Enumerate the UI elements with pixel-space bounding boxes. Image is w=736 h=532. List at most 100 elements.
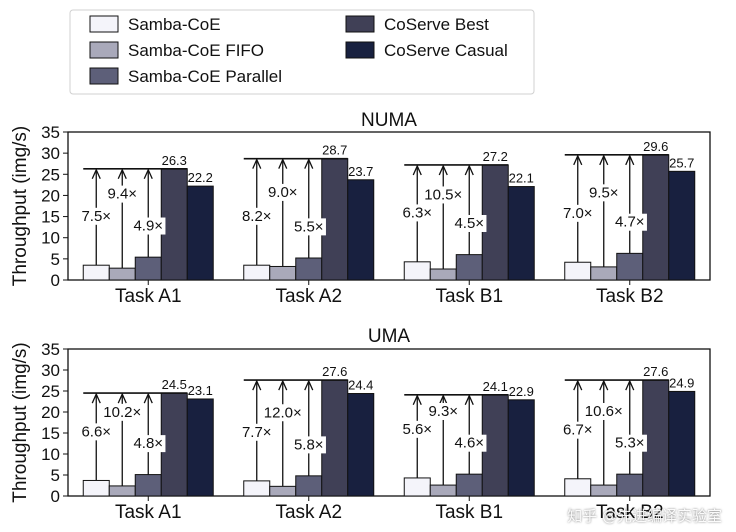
speedup-arrowhead [304,379,314,391]
legend-label: Samba-CoE Parallel [128,67,282,86]
legend-label: CoServe Best [384,15,489,34]
speedup-label-bg [586,184,621,202]
speedup-arrowhead [252,158,262,169]
speedup-label: 9.0× [268,184,298,201]
speedup-label-bg [612,434,647,452]
speedup-arrowhead [412,394,422,406]
y-tick-label: 30 [41,361,60,380]
bar [295,475,323,497]
speedup-arrowhead [143,392,153,404]
speedup-label: 5.6× [402,421,432,438]
speedup-arrowhead [438,164,448,176]
speedup-label: 6.7× [563,422,593,439]
speedup-label-bg [291,436,326,454]
bar [82,479,110,497]
speedup-label-bg [105,185,140,203]
y-tick-label: 35 [41,340,60,359]
speedup-label-bg [452,214,487,232]
speedup-arrowhead [464,394,474,406]
speedup-arrowhead [278,379,288,391]
bar [269,265,297,281]
speedup-arrowhead [625,154,635,166]
speedup-label: 6.3× [402,204,432,221]
speedup-label-bg [560,421,595,439]
watermark-text: 知乎 @先进编译实验室 [567,507,722,525]
bar [429,484,457,497]
speedup-label: 4.7× [615,214,645,231]
bar [564,261,592,281]
bar [347,393,375,497]
bar [429,268,457,281]
bar [507,399,535,497]
speedup-label: 7.0× [563,205,593,222]
legend-frame [69,9,535,95]
bar [160,168,188,281]
bar [243,264,271,281]
speedup-arrowhead [252,379,262,391]
speedup-label-bg [426,402,461,420]
bar [269,485,297,497]
data-label: 26.3 [162,153,187,168]
legend-swatch [345,41,375,59]
speedup-arrowhead [117,168,127,180]
x-tick-label: Task B2 [596,286,664,307]
x-tick-label: Task B2 [596,502,664,523]
y-axis-label: Throughput (img/s) [10,342,31,503]
bar [134,256,162,281]
speedup-arrowhead [599,379,609,391]
y-tick-label: 0 [51,487,60,506]
y-tick-label: 10 [41,445,60,464]
speedup-label: 5.5× [294,218,324,235]
bar [186,398,214,497]
data-label: 27.6 [322,364,347,379]
y-tick-label: 20 [41,403,60,422]
legend-swatch [89,41,119,59]
data-label: 24.4 [348,378,373,393]
speedup-label-bg [79,207,114,225]
speedup-label: 9.5× [589,184,619,201]
x-tick-label: Task A2 [275,286,342,307]
x-tick-label: Task B1 [435,286,503,307]
bar [455,254,483,281]
speedup-label-bg [261,404,305,422]
speedup-arrowhead [438,394,448,406]
speedup-label: 4.6× [454,435,484,452]
speedup-label: 10.2× [103,404,141,421]
speedup-label: 7.5× [81,208,111,225]
bar [347,179,375,281]
speedup-arrowhead [599,154,609,166]
speedup-label: 4.5× [454,215,484,232]
speedup-label: 10.6× [585,403,623,420]
data-label: 23.7 [348,164,373,179]
speedup-label: 4.9× [133,218,163,235]
speedup-arrowhead [412,164,422,176]
data-label: 22.2 [188,170,213,185]
speedup-arrowhead [143,168,153,180]
y-tick-label: 30 [41,144,60,163]
y-tick-label: 0 [51,271,60,290]
data-label: 24.9 [669,375,694,390]
y-tick-label: 25 [41,165,60,184]
bar [668,390,696,497]
speedup-arrowhead [278,158,288,169]
bar [108,267,136,281]
speedup-arrowhead [91,168,101,180]
y-tick-label: 15 [41,424,60,443]
speedup-arrowhead [573,154,583,166]
x-tick-label: Task A1 [115,502,182,523]
bar [403,261,431,281]
speedup-arrowhead [464,164,474,176]
speedup-label-bg [400,204,435,222]
legend-swatch [89,67,119,85]
bar [564,478,592,497]
data-label: 23.1 [188,383,213,398]
speedup-label-bg [421,186,465,204]
speedup-arrowhead [573,379,583,391]
speedup-label-bg [131,435,166,453]
bar [108,485,136,497]
panel-title: NUMA [361,110,417,131]
data-label: 24.5 [162,377,187,392]
speedup-label: 8.2× [242,208,272,225]
speedup-label: 7.7× [242,424,272,441]
legend-label: Samba-CoE [128,15,221,34]
